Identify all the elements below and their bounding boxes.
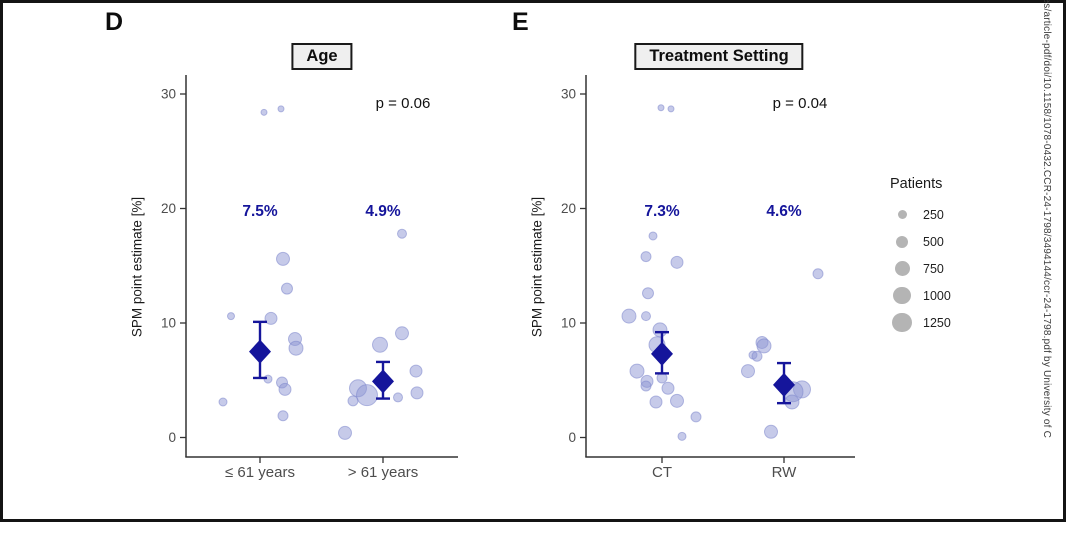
legend-rows: 250 500 750 1000 1250 — [890, 201, 1010, 336]
data-point-bubble — [227, 312, 235, 321]
legend-size-circle — [897, 210, 907, 219]
y-tick-label: 30 — [561, 87, 576, 102]
y-tick-label: 30 — [161, 87, 176, 102]
mean-percent-label: 7.3% — [644, 203, 680, 220]
data-point-bubble — [642, 287, 654, 300]
data-point-bubble — [218, 397, 228, 407]
mean-diamond — [773, 372, 795, 397]
mean-percent-label: 7.5% — [242, 203, 278, 220]
data-point-bubble — [648, 231, 658, 241]
data-point-bubble — [649, 395, 663, 409]
data-point-bubble — [260, 108, 268, 116]
data-point-bubble — [621, 308, 637, 324]
legend-item: 750 — [890, 255, 1010, 282]
data-point-bubble — [670, 255, 684, 269]
legend-size-circle — [892, 312, 912, 333]
legend-size-label: 250 — [923, 207, 944, 222]
y-tick-label: 0 — [568, 430, 576, 445]
mean-diamond — [372, 369, 394, 394]
data-point-bubble — [393, 392, 403, 403]
p-value-label: p = 0.04 — [773, 95, 828, 112]
data-point-bubble — [347, 395, 359, 407]
legend-size-label: 1000 — [923, 288, 951, 303]
legend-size-circle — [894, 261, 910, 276]
legend-size-circle — [896, 235, 908, 248]
x-category-label: > 61 years — [348, 464, 418, 481]
x-category-label: ≤ 61 years — [225, 464, 295, 481]
data-point-bubble — [264, 311, 278, 325]
panel-d-letter: D — [105, 8, 124, 36]
legend-item: 1000 — [890, 282, 1010, 309]
data-point-bubble — [397, 228, 407, 239]
panel-e-title-box: Treatment Setting — [634, 43, 804, 70]
data-point-bubble — [677, 431, 687, 441]
legend-title: Patients — [890, 176, 943, 192]
data-point-bubble — [278, 382, 292, 396]
y-tick-label: 20 — [561, 201, 576, 216]
data-point-bubble — [288, 340, 304, 356]
data-point-bubble — [667, 105, 675, 113]
data-point-bubble — [281, 282, 293, 295]
data-point-bubble — [276, 251, 290, 266]
x-category-label: CT — [652, 464, 672, 481]
data-point-bubble — [652, 322, 668, 338]
data-point-bubble — [764, 424, 778, 439]
mean-diamond — [249, 339, 271, 364]
legend-item: 500 — [890, 228, 1010, 255]
data-point-bubble — [661, 381, 675, 395]
y-tick-label: 20 — [161, 201, 176, 216]
data-point-bubble — [277, 105, 285, 113]
data-point-bubble — [657, 104, 665, 112]
legend-size-label: 500 — [923, 234, 944, 249]
data-point-bubble — [741, 364, 755, 379]
pdf-watermark-text: res/article-pdf/doi/10.1158/1078-0432.CC… — [1041, 0, 1052, 439]
y-tick-label: 10 — [561, 316, 576, 331]
data-point-bubble — [640, 380, 652, 392]
data-point-bubble — [690, 411, 702, 423]
data-point-bubble — [670, 393, 684, 408]
data-point-bubble — [338, 425, 352, 440]
data-point-bubble — [629, 363, 645, 379]
data-point-bubble — [751, 350, 763, 362]
panel-d-title-box: Age — [291, 43, 353, 70]
legend-item: 250 — [890, 201, 1010, 228]
scatter-plots: 0 10 20 30 ≤ 61 years > 61 years 7.5% 4.9% p = 0… — [161, 75, 855, 481]
data-point-bubble — [640, 251, 652, 263]
y-tick-label: 0 — [168, 430, 176, 445]
data-point-bubble — [409, 364, 423, 378]
legend-size-label: 1250 — [923, 315, 951, 330]
data-point-bubble — [395, 326, 409, 341]
panel-e-letter: E — [512, 8, 529, 36]
legend-item: 1250 — [890, 309, 1010, 336]
data-point-bubble — [372, 336, 388, 353]
mean-diamond — [651, 341, 673, 366]
data-point-bubble — [641, 311, 651, 322]
legend-size-label: 750 — [923, 261, 944, 276]
y-tick-label: 10 — [161, 316, 176, 331]
data-point-bubble — [756, 338, 772, 354]
data-point-bubble — [410, 386, 424, 400]
x-category-label: RW — [772, 464, 798, 481]
data-point-bubble — [356, 384, 378, 407]
data-point-bubble — [812, 268, 824, 280]
data-point-bubble — [277, 410, 289, 422]
legend-size-circle — [893, 286, 911, 305]
patients-size-legend: Patients 250 500 750 1000 1250 — [890, 176, 1010, 336]
mean-percent-label: 4.9% — [365, 203, 401, 220]
figure-frame — [0, 0, 1066, 522]
p-value-label: p = 0.06 — [376, 95, 431, 112]
mean-percent-label: 4.6% — [766, 203, 802, 220]
